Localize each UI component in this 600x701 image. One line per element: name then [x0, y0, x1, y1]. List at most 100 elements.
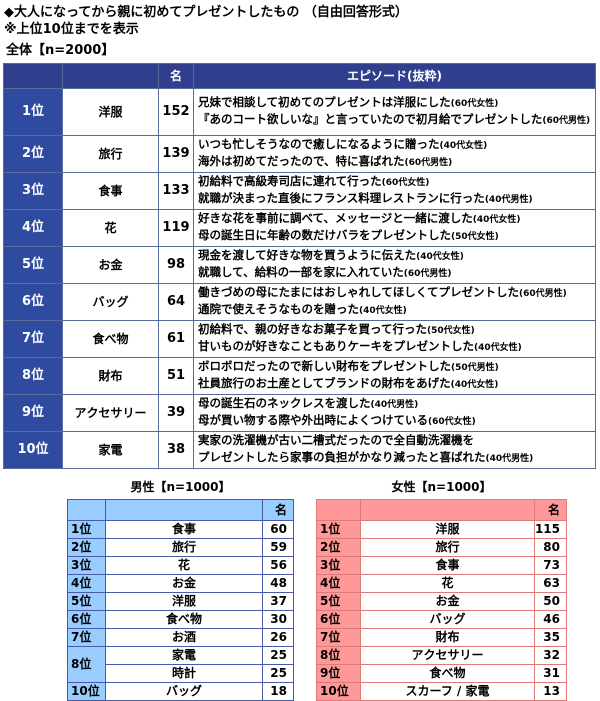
female-label: 女性【n=1000】 — [391, 480, 492, 494]
rank: 9位 — [316, 664, 361, 683]
table-row: 10位 家電 38 実家の洗濯機が古い二槽式だったので全自動洗濯機を プレゼントしたら家… — [3, 431, 596, 469]
table-header: 名 エピソード(抜粋) — [3, 63, 596, 89]
table-row: 1位 洋服 115 — [316, 520, 568, 539]
count: 115 — [533, 520, 568, 539]
rank: 6位 — [3, 283, 63, 321]
item: 花 — [62, 209, 159, 247]
header-item — [62, 63, 159, 89]
episode: 『あのコート欲しいな』と言っていたので初月給でプレゼントした(60代男性) — [198, 112, 591, 126]
female-section: 女性【n=1000】 名 1位 洋服 115 2位 旅行 80 3位 食事 73 4位花 63 5位お… — [316, 479, 568, 701]
episodes: 初給料で、親の好きなお菓子を買って行った(50代女性) 甘いものが好きなこともあり… — [193, 320, 596, 358]
table-row: 4位花 63 — [316, 574, 568, 593]
table-row: 10位 バッグ 18 — [67, 682, 294, 701]
table-row: 7位 財布 35 — [316, 628, 568, 647]
count: 64 — [158, 283, 194, 321]
female-table: 名 1位 洋服 115 2位 旅行 80 3位 食事 73 4位花 63 5位 お金 50 6位 バッグ 46 7… — [316, 499, 568, 701]
item: 財布 — [360, 628, 535, 647]
item: 旅行 — [62, 135, 159, 173]
rank: 4位 — [316, 574, 361, 593]
item: 洋服 — [105, 592, 263, 611]
item: お金 — [105, 574, 263, 593]
episode: 甘いものが好きなこともありケーキをプレゼントした(40代女性) — [198, 339, 522, 353]
gender-section: 男性【n=1000】 名 1位 食事 60 2位 旅行 59 3位花 56 4位 お金 48 5位 洋服… — [0, 479, 600, 701]
episodes: 兄妹で相談して初めてのプレゼントは洋服にした(60代女性) 『あのコート欲しいな』… — [193, 88, 596, 136]
page-header: ◆大人になってから親に初めてプレゼントしたもの （自由回答形式） ※上位10位ま… — [0, 0, 600, 38]
table-row: 6位 バッグ 46 — [316, 610, 568, 629]
header-count: 名 — [533, 499, 568, 521]
count: 63 — [533, 574, 568, 593]
item: お金 — [360, 592, 535, 611]
item: アクセサリー — [360, 646, 535, 665]
table-row: 8位 アクセサリー 32 — [316, 646, 568, 665]
table-row: 9位 アクセサリー 39 母の誕生石のネックレスを渡した(40代男性) 母が買い物する際… — [3, 394, 596, 432]
episodes: いつも忙しそうなので癒しになるように贈った(40代女性) 海外は初めてだったので、… — [193, 135, 596, 173]
count: 73 — [533, 556, 568, 575]
episode: 母の誕生日に年齢の数だけバラをプレゼントした(50代女性) — [198, 228, 499, 242]
male-label: 男性【n=1000】 — [130, 480, 231, 494]
rank: 3位 — [3, 172, 63, 210]
count: 50 — [533, 592, 568, 611]
header-episode: エピソード(抜粋) — [193, 63, 596, 89]
episodes: 初給料で高級寿司店に連れて行った(60代女性) 就職が決まった直後にフランス料理レ… — [193, 172, 596, 210]
item: 食べ物 — [62, 320, 159, 358]
table-row: 5位 お金 98 現金を渡して好きな物を買うように伝えた(40代女性) 就職して、給料の… — [3, 246, 596, 284]
table-row: 1位 洋服 152 兄妹で相談して初めてのプレゼントは洋服にした(60代女性) 『あのコ… — [3, 88, 596, 136]
overall-table: 名 エピソード(抜粋) 1位 洋服 152 兄妹で相談して初めてのプレゼントは洋服にし… — [3, 63, 596, 469]
item: アクセサリー — [62, 394, 159, 432]
item: 旅行 — [105, 538, 263, 557]
note: ※上位10位までを表示 — [4, 22, 139, 37]
count: 80 — [533, 538, 568, 557]
item: 洋服 — [360, 520, 535, 539]
item: 時計 — [105, 664, 263, 683]
rank: 4位 — [67, 574, 106, 593]
count: 51 — [158, 357, 194, 395]
episode: 好きな花を事前に調べて、メッセージと一緒に渡した(40代女性) — [198, 211, 521, 225]
rank: 5位 — [3, 246, 63, 284]
episode: 兄妹で相談して初めてのプレゼントは洋服にした(60代女性) — [198, 95, 499, 109]
table-row: 7位 食べ物 61 初給料で、親の好きなお菓子を買って行った(50代女性) 甘いものが好… — [3, 320, 596, 358]
table-row: 5位 お金 50 — [316, 592, 568, 611]
item: 財布 — [62, 357, 159, 395]
table-row: 2位 旅行 139 いつも忙しそうなので癒しになるように贈った(40代女性) 海外は初め… — [3, 135, 596, 173]
table-row: 10位 スカーフ / 家電 13 — [316, 682, 568, 701]
count: 48 — [262, 574, 294, 593]
table-row: 4位 お金 48 — [67, 574, 294, 593]
episode: 就職して、給料の一部を家に入れていた(60代男性) — [198, 265, 452, 279]
item: 旅行 — [360, 538, 535, 557]
count: 13 — [533, 682, 568, 701]
count: 119 — [158, 209, 194, 247]
table-row: 7位 お酒 26 — [67, 628, 294, 647]
table-row: 8位 家電 25 — [67, 646, 294, 683]
episode: 海外は初めてだったので、特に喜ばれた(60代男性) — [198, 154, 453, 168]
rank: 7位 — [316, 628, 361, 647]
rank: 3位 — [67, 556, 106, 575]
item: 家電 — [62, 431, 159, 469]
episode: ボロボロだったので新しい財布をプレゼントした(50代男性) — [198, 359, 499, 373]
item: 食事 — [62, 172, 159, 210]
table-row: 1位 食事 60 — [67, 520, 294, 539]
rank: 1位 — [67, 520, 106, 539]
count: 59 — [262, 538, 294, 557]
episode: 働きづめの母にたまにはおしゃれしてほしくてプレゼントした(60代男性) — [198, 285, 567, 299]
table-row: 5位 洋服 37 — [67, 592, 294, 611]
episode: 実家の洗濯機が古い二槽式だったので全自動洗濯機を — [198, 433, 474, 447]
count: 98 — [158, 246, 194, 284]
table-row: 4位花 119 好きな花を事前に調べて、メッセージと一緒に渡した(40代女性) 母の誕… — [3, 209, 596, 247]
rank: 6位 — [316, 610, 361, 629]
rank: 6位 — [67, 610, 106, 629]
count: 46 — [533, 610, 568, 629]
item: 家電 — [105, 646, 263, 665]
rank: 10位 — [3, 431, 63, 469]
episodes: 母の誕生石のネックレスを渡した(40代男性) 母が買い物する際や外出時によくつけて… — [193, 394, 596, 432]
count: 37 — [262, 592, 294, 611]
rank: 10位 — [316, 682, 361, 701]
item: バッグ — [105, 682, 263, 701]
episodes: 好きな花を事前に調べて、メッセージと一緒に渡した(40代女性) 母の誕生日に年齢の… — [193, 209, 596, 247]
item: バッグ — [62, 283, 159, 321]
episode: いつも忙しそうなので癒しになるように贈った(40代女性) — [198, 137, 488, 151]
header-count: 名 — [262, 499, 294, 521]
rank: 3位 — [316, 556, 361, 575]
rank: 4位 — [3, 209, 63, 247]
count: 35 — [533, 628, 568, 647]
rank: 2位 — [3, 135, 63, 173]
